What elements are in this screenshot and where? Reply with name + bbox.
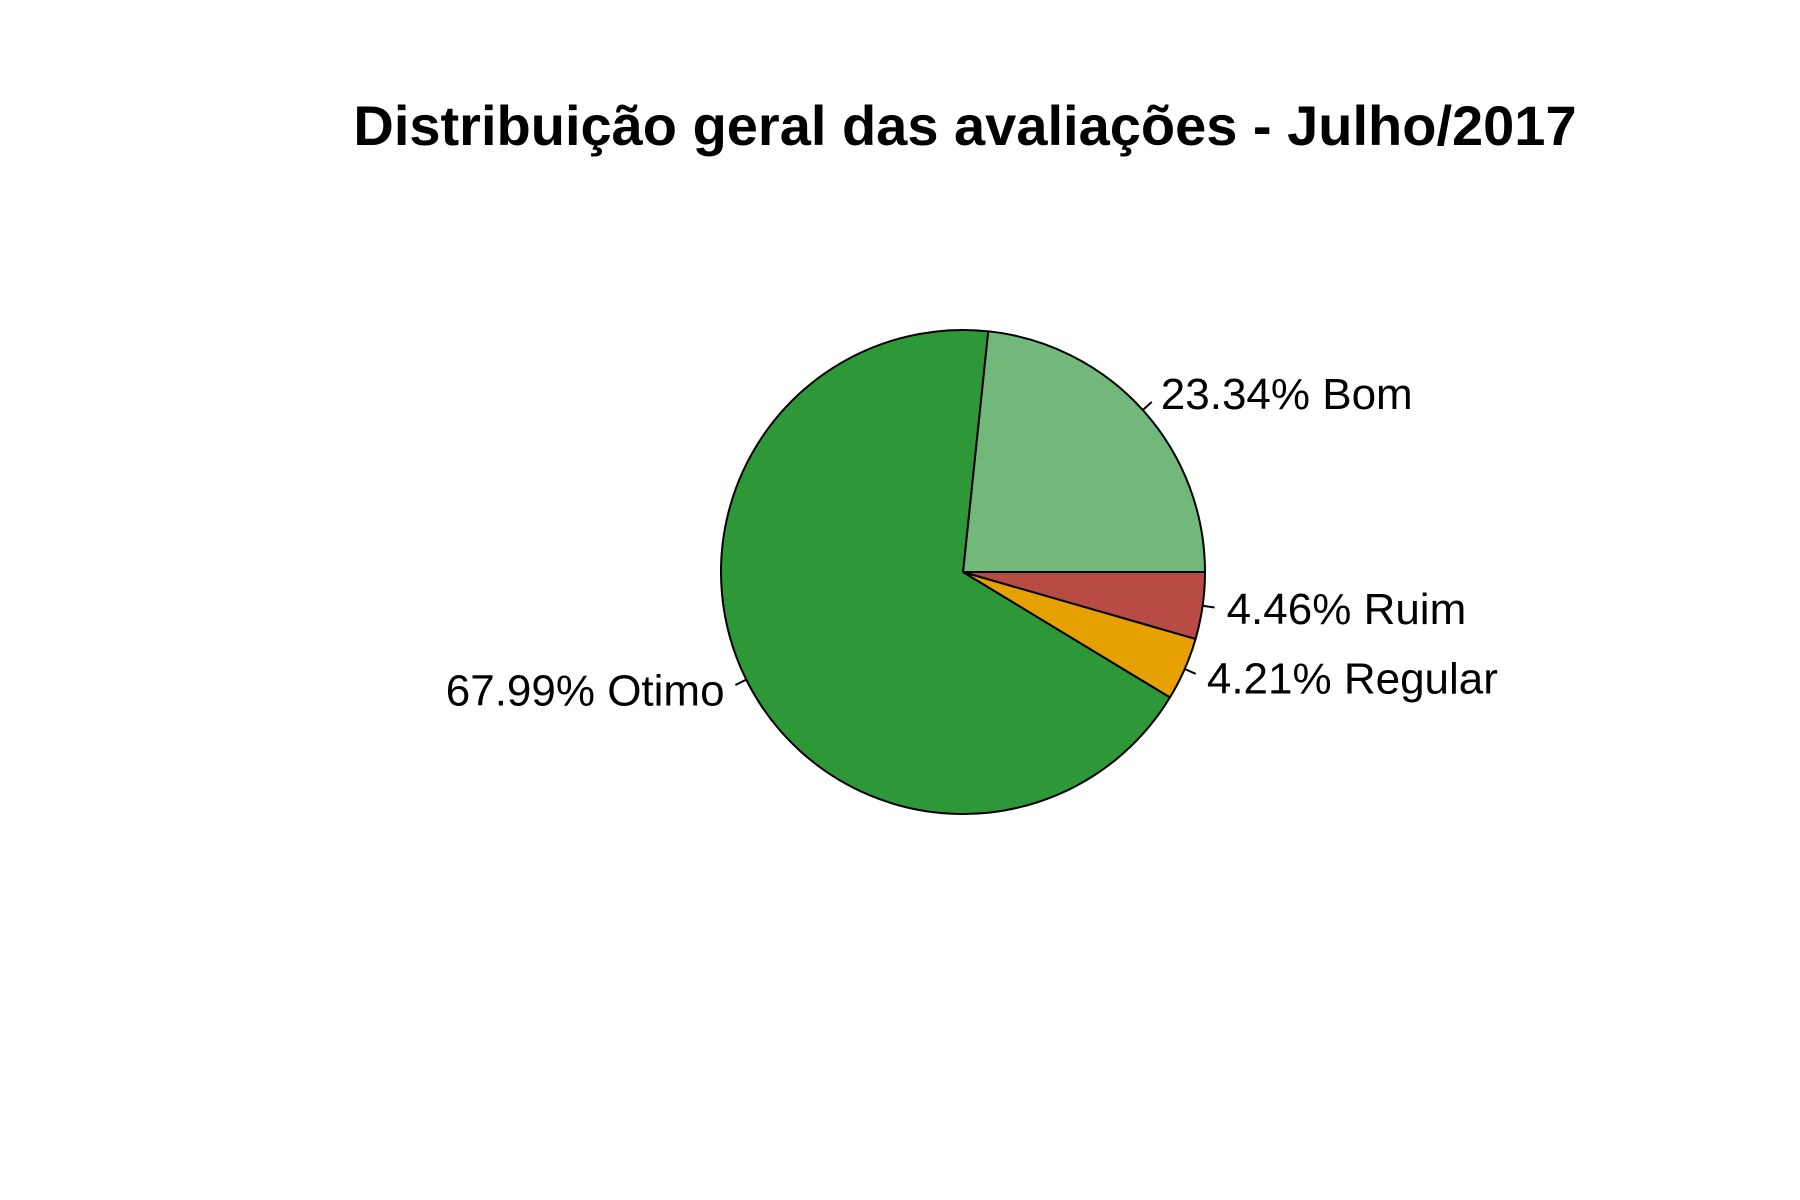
pie-labels: 23.34% Bom 67.99% Otimo 4.21% Regular 4.46%… <box>446 370 1498 716</box>
pie-label-otimo: 67.99% Otimo <box>446 666 725 715</box>
pie-label-tick-ruim <box>1202 604 1215 609</box>
chart-title: Distribuição geral das avaliações - Julh… <box>353 94 1576 157</box>
pie-slice-bom <box>962 330 1206 573</box>
pie-label-tick-regular <box>1184 668 1197 675</box>
pie-label-tick-bom <box>1142 401 1153 411</box>
pie-label-bom: 23.34% Bom <box>1161 370 1413 419</box>
pie-label-regular: 4.21% Regular <box>1207 655 1498 704</box>
pie-slices <box>720 329 1206 815</box>
pie-label-tick-otimo <box>734 678 747 686</box>
pie-label-ruim: 4.46% Ruim <box>1227 585 1467 634</box>
